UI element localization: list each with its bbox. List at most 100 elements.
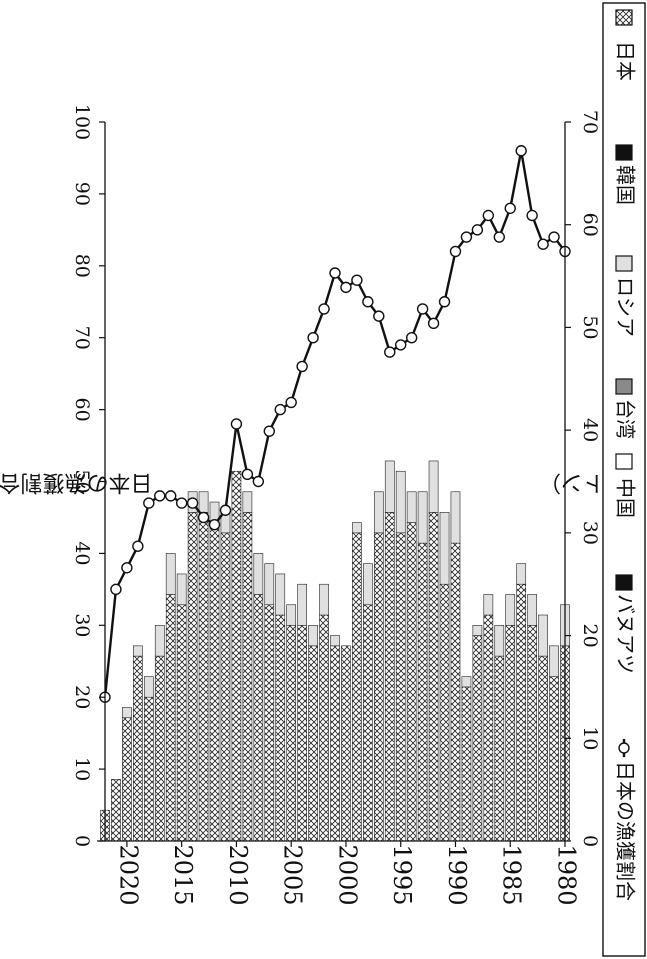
bar-segment: [417, 542, 428, 842]
right-tick-label: 0: [71, 835, 93, 847]
bar-segment: [549, 676, 559, 842]
right-tick-label: 100: [71, 104, 93, 140]
bar-segment: [275, 614, 286, 842]
x-tick-label: 2010: [224, 844, 252, 905]
share-point: [482, 209, 495, 222]
legend-swatch: [615, 144, 633, 161]
bar-segment: [133, 655, 143, 842]
bar-segment: [264, 604, 275, 842]
bar-segment: [516, 563, 527, 585]
bar-segment: [308, 645, 318, 842]
bar-segment: [176, 573, 187, 606]
bar-segment: [286, 625, 297, 842]
legend-label: 日本: [614, 41, 638, 81]
share-point: [504, 202, 516, 214]
x-tick-label: 2020: [114, 844, 142, 905]
bar-segment: [538, 614, 548, 657]
bar-segment: [319, 583, 329, 616]
bar-segment: [330, 635, 340, 647]
share-point: [526, 209, 538, 222]
bar-segment: [384, 512, 395, 842]
bar-segment: [363, 604, 373, 842]
bar-segment: [363, 563, 373, 606]
bar-segment: [297, 625, 307, 842]
share-point: [165, 490, 177, 502]
legend-box: [602, 2, 646, 957]
share-point: [197, 511, 210, 524]
bar-segment: [384, 460, 395, 513]
bar-segment: [143, 676, 154, 698]
bar-segment: [461, 686, 472, 842]
share-point: [351, 274, 363, 286]
share-point: [460, 231, 473, 243]
bar-segment: [406, 522, 417, 842]
legend-swatch: [615, 378, 633, 395]
bar-segment: [352, 522, 362, 534]
plot-area: [99, 145, 571, 842]
bar-segment: [373, 532, 384, 842]
share-point: [340, 281, 352, 294]
bar-segment: [461, 676, 472, 688]
bar-segment: [450, 491, 461, 544]
share-point: [230, 418, 243, 430]
share-point: [143, 497, 155, 509]
bar-segment: [472, 625, 483, 636]
bar-segment: [450, 542, 461, 842]
share-point: [154, 490, 166, 502]
share-point: [362, 296, 374, 308]
share-point: [219, 504, 232, 516]
bar-segment: [133, 645, 143, 657]
legend-label: ロシア: [614, 277, 638, 337]
right-tick-label: 20: [71, 685, 93, 709]
left-tick-label: 10: [579, 726, 601, 750]
bar-segment: [505, 594, 516, 626]
bar-segment: [439, 512, 450, 585]
bar-segment: [220, 532, 231, 842]
bar-segment: [242, 491, 253, 513]
bar-segment: [308, 624, 318, 647]
bar-segment: [483, 594, 494, 616]
share-point: [175, 497, 188, 509]
right-tick-label: 70: [71, 326, 93, 350]
x-tick-label: 1985: [498, 844, 526, 905]
right-tick-label: 10: [71, 757, 93, 781]
bar-segment: [516, 583, 527, 842]
bar-segment: [406, 491, 417, 523]
share-point: [405, 332, 418, 344]
left-tick-label: 0: [579, 835, 601, 847]
bar-segment: [527, 594, 537, 626]
right-tick-label: 80: [71, 254, 93, 278]
bar-segment: [472, 635, 483, 842]
bar-segment: [494, 624, 505, 657]
bar-segment: [231, 470, 242, 842]
share-point: [318, 303, 330, 315]
bar-segment: [165, 553, 176, 595]
share-point: [296, 360, 308, 373]
bar-segment: [319, 614, 329, 842]
bar-segment: [198, 491, 209, 513]
legend-label: 韓国: [614, 165, 638, 205]
share-point: [449, 245, 462, 258]
bar-segment: [286, 604, 297, 626]
x-tick-label: 1995: [388, 844, 416, 905]
bar-segment: [264, 563, 275, 606]
share-point: [186, 497, 199, 509]
bar-segment: [505, 625, 516, 842]
share-point: [438, 296, 451, 308]
legend-label: 台湾: [614, 399, 638, 439]
bar-segment: [549, 645, 559, 677]
legend-point-swatch: [618, 742, 630, 754]
share-point: [263, 425, 275, 437]
right-tick-label: 50: [71, 469, 93, 493]
bar-segment: [253, 553, 264, 595]
bar-segment: [428, 512, 439, 842]
share-point: [121, 562, 133, 574]
x-tick-label: 1990: [443, 844, 471, 905]
legend-label: 日本の漁獲割合: [614, 761, 638, 901]
share-point: [515, 145, 527, 157]
share-point: [493, 231, 505, 243]
share-point: [471, 224, 484, 236]
bar-segment: [242, 512, 253, 842]
legend-swatch: [615, 255, 633, 272]
